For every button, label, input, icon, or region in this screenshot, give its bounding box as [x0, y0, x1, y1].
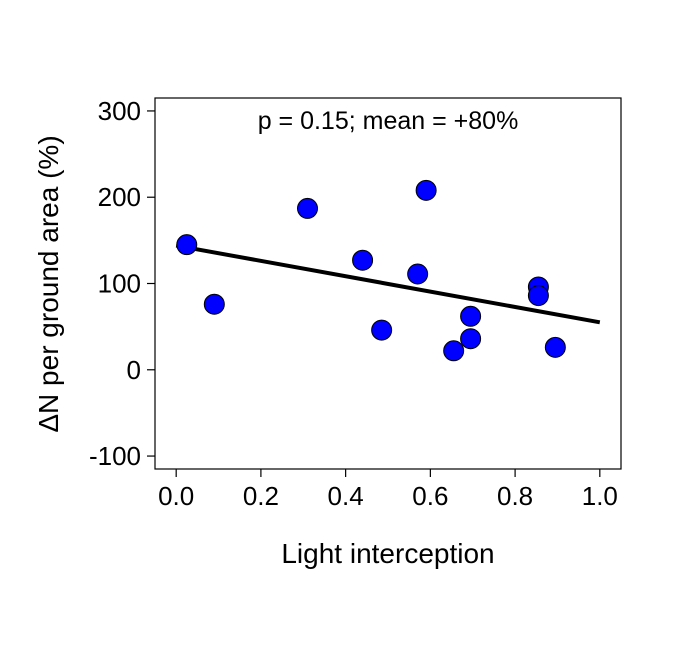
x-axis-title: Light interception: [281, 538, 494, 569]
data-point: [203, 293, 225, 315]
x-tick-label: 0.2: [243, 481, 279, 511]
y-tick-label: 200: [98, 182, 141, 212]
data-point: [352, 249, 374, 271]
fit-line: [175, 243, 601, 325]
y-axis-title: ΔN per ground area (%): [33, 135, 64, 432]
data-point: [297, 197, 319, 219]
data-point: [544, 336, 566, 358]
x-tick-label: 0.8: [497, 481, 533, 511]
data-point: [443, 340, 465, 362]
stats-annotation: p = 0.15; mean = +80%: [258, 107, 519, 135]
data-point: [407, 263, 429, 285]
x-tick-label: 1.0: [582, 481, 618, 511]
y-axis: -100 0 100 200 300: [89, 96, 155, 471]
y-tick-label: -100: [89, 441, 141, 471]
data-point: [460, 328, 482, 350]
data-point: [176, 234, 198, 256]
x-tick-label: 0.4: [328, 481, 364, 511]
data-point: [460, 305, 482, 327]
y-tick-label: 100: [98, 269, 141, 299]
y-tick-label: 0: [127, 355, 141, 385]
data-point: [371, 319, 393, 341]
x-axis: 0.0 0.2 0.4 0.6 0.8 1.0: [158, 469, 618, 511]
data-point: [527, 285, 549, 307]
data-point: [415, 179, 437, 201]
x-tick-label: 0.0: [158, 481, 194, 511]
y-tick-label: 300: [98, 96, 141, 126]
regression-line: [175, 243, 601, 325]
x-tick-label: 0.6: [412, 481, 448, 511]
data-points: [176, 179, 566, 362]
